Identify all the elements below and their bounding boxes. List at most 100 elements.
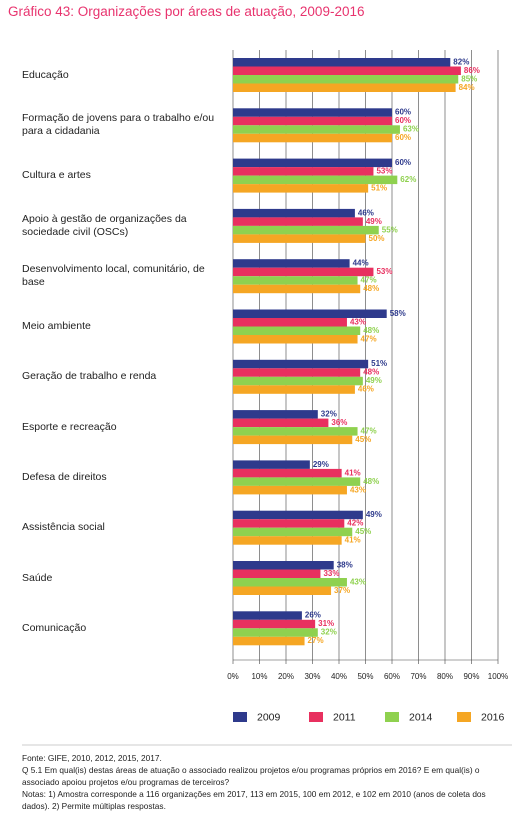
value-label: 43% [350, 577, 366, 586]
note: Notas: 1) Amostra corresponde a 116 orga… [22, 789, 486, 811]
value-label: 50% [369, 234, 385, 243]
bar [233, 259, 350, 268]
legend-swatch [457, 712, 471, 722]
value-label: 31% [318, 619, 334, 628]
bar [233, 586, 332, 595]
bar [233, 234, 366, 243]
legend-label: 2016 [481, 711, 505, 723]
bar [233, 208, 355, 218]
bar [233, 477, 361, 486]
category-label: Assistência social [22, 521, 105, 534]
bar [233, 359, 369, 369]
bar [233, 58, 451, 67]
bar [233, 158, 392, 168]
value-label: 29% [313, 460, 329, 469]
value-label: 47% [361, 276, 377, 285]
chart-title: Gráfico 43: Organizações por áreas de at… [8, 4, 365, 19]
category-label: Apoio à gestão de organizações da socied… [22, 212, 187, 238]
value-label: 55% [382, 225, 398, 234]
value-label: 46% [358, 208, 374, 217]
bar [233, 116, 392, 126]
bar [233, 376, 363, 386]
value-label: 49% [366, 217, 382, 226]
bar [233, 561, 334, 570]
x-tick-label: 0% [227, 672, 239, 681]
bar [233, 527, 353, 537]
note: Q 5.1 Em qual(is) destas áreas de atuaçã… [22, 765, 480, 787]
category-label: Meio ambiente [22, 320, 91, 332]
bar [233, 427, 358, 436]
x-tick-label: 70% [410, 672, 426, 681]
value-label: 82% [453, 57, 469, 66]
bar [233, 167, 374, 176]
legend-swatch [309, 712, 323, 722]
bar [233, 569, 321, 578]
bar [233, 133, 392, 143]
bar [233, 628, 318, 637]
value-label: 60% [395, 116, 411, 125]
bar [233, 125, 400, 134]
value-label: 49% [366, 376, 382, 385]
value-label: 45% [355, 435, 371, 444]
bar [233, 636, 305, 646]
value-label: 58% [390, 309, 406, 318]
legend-swatch [233, 712, 247, 722]
notes: Fonte: GIFE, 2010, 2012, 2015, 2017. Q 5.… [22, 752, 512, 812]
bar [233, 611, 302, 620]
bar [233, 418, 329, 428]
bar [233, 108, 392, 117]
value-label: 60% [395, 158, 411, 167]
value-label: 41% [345, 536, 361, 545]
value-label: 36% [331, 418, 347, 427]
legend-label: 2011 [333, 711, 356, 723]
x-tick-label: 60% [384, 672, 400, 681]
legend-swatch [385, 712, 399, 722]
bar [233, 66, 461, 75]
value-label: 48% [363, 284, 379, 293]
value-label: 49% [366, 510, 382, 519]
bar [233, 510, 363, 520]
x-tick-label: 90% [463, 672, 479, 681]
bar [233, 619, 316, 629]
bar [233, 75, 459, 84]
value-label: 53% [376, 166, 392, 175]
x-tick-label: 100% [488, 672, 508, 681]
bar [233, 578, 347, 587]
bar [233, 267, 374, 277]
category-label: Comunicação [22, 621, 87, 634]
value-label: 51% [371, 359, 387, 368]
value-label: 32% [321, 628, 337, 637]
value-label: 63% [403, 125, 419, 134]
bar [233, 276, 358, 285]
value-label: 53% [376, 267, 392, 276]
bar [233, 435, 353, 445]
value-label: 44% [353, 259, 369, 268]
category-label: Esporte e recreação [22, 420, 117, 433]
bar [233, 175, 398, 185]
category-label: Desenvolvimento local, comunitário, de b… [22, 263, 205, 289]
value-label: 60% [395, 108, 411, 117]
bar [233, 468, 342, 478]
bar [233, 225, 379, 235]
legend-label: 2009 [257, 711, 281, 723]
value-label: 42% [347, 519, 363, 528]
x-tick-label: 10% [251, 672, 267, 681]
category-label: Geração de trabalho e renda [22, 370, 157, 383]
category-label: Formação de jovens para o trabalho e/ou … [22, 112, 215, 138]
bar [233, 309, 387, 318]
bar [233, 368, 361, 377]
bar [233, 385, 355, 394]
value-label: 85% [461, 74, 477, 83]
value-label: 48% [363, 326, 379, 335]
legend-label: 2014 [409, 711, 433, 723]
category-label: Educação [22, 68, 69, 81]
bar [233, 284, 361, 294]
bar [233, 335, 358, 344]
bar [233, 83, 456, 92]
value-label: 33% [323, 569, 339, 578]
value-label: 43% [350, 317, 366, 326]
value-label: 62% [400, 175, 416, 184]
value-label: 60% [395, 133, 411, 142]
